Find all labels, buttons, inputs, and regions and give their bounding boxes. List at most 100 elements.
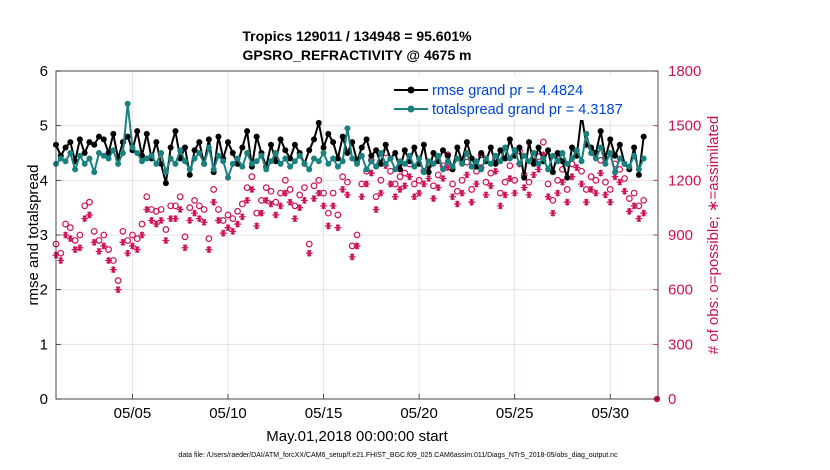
rmse-point (478, 150, 485, 156)
rmse-point (315, 119, 322, 126)
totalspread-point (225, 174, 231, 181)
totalspread-point (530, 150, 537, 156)
totalspread-point (100, 152, 107, 159)
possible-point (229, 215, 237, 223)
possible-point (248, 173, 256, 181)
assimilated-point (119, 238, 127, 246)
totalspread-point (569, 155, 575, 162)
rmse-point (143, 130, 150, 137)
totalspread-point (182, 158, 188, 165)
assimilated-point (449, 193, 456, 201)
assimilated-point (95, 248, 103, 255)
rmse-point (535, 144, 542, 151)
assimilated-point (444, 164, 452, 171)
assimilated-point (520, 184, 528, 192)
possible-point (119, 227, 127, 235)
totalspread-point (573, 147, 580, 154)
rmse-point (339, 133, 346, 140)
totalspread-point (153, 160, 160, 167)
rmse-point (325, 130, 332, 137)
possible-point (453, 187, 461, 195)
assimilated-point (363, 180, 370, 188)
totalspread-point (406, 152, 413, 159)
totalspread-point (483, 155, 489, 162)
possible-point (468, 186, 476, 193)
possible-point (205, 235, 213, 243)
totalspread-point (387, 155, 394, 162)
possible-point (57, 249, 65, 257)
totalspread-point (502, 144, 509, 151)
rmse-point (153, 139, 160, 146)
y-right-axis-ticks: 0 300 600 900 1200 1500 1800 (653, 63, 701, 408)
totalspread-point (473, 158, 480, 165)
assimilated-point (224, 224, 232, 232)
assimilated-point (157, 217, 165, 224)
assimilated-point (640, 209, 648, 217)
assimilated-point (234, 220, 241, 228)
totalspread-point (110, 147, 117, 154)
assimilated-point (525, 191, 533, 199)
possible-point (157, 206, 165, 213)
possible-point (133, 235, 141, 243)
assimilated-point (172, 215, 179, 222)
rmse-point (640, 133, 647, 140)
possible-point (124, 237, 132, 244)
assimilated-point (501, 191, 509, 199)
assimilated-point (86, 211, 93, 219)
totalspread-point (62, 158, 69, 165)
rmse-point (81, 150, 88, 156)
totalspread-point (91, 169, 98, 176)
assimilated-point (573, 164, 581, 171)
possible-point (344, 178, 351, 186)
totalspread-point (607, 150, 614, 156)
possible-point (186, 204, 194, 212)
assimilated-point (396, 186, 404, 193)
rmse-point (373, 147, 380, 154)
totalspread-point (229, 160, 236, 167)
plot-frame (55, 70, 659, 400)
assimilated-point (358, 193, 366, 201)
y-left-axis-ticks: 0 1 2 3 4 5 6 (40, 63, 61, 408)
y-right-tick-label: 300 (668, 336, 693, 353)
possible-point (90, 227, 98, 235)
assimilated-point (305, 249, 313, 257)
legend-box (392, 76, 654, 120)
rmse-point (425, 169, 432, 176)
assimilated-point (267, 200, 275, 208)
assimilated-point (291, 215, 299, 222)
possible-point (66, 224, 74, 232)
possible-point (434, 171, 442, 179)
possible-point (487, 169, 495, 177)
assimilated-point (238, 213, 246, 221)
possible-point (296, 191, 304, 199)
rmse-point (440, 147, 446, 154)
rmse-point (330, 139, 337, 146)
data-file-footnote: data file: /Users/raeder/DAI/ATM_forcXX/… (178, 452, 618, 459)
totalspread-point (105, 155, 112, 162)
assimilated-point (463, 171, 471, 179)
possible-point (262, 184, 270, 192)
rmse-point (397, 166, 403, 173)
rmse-point (607, 136, 614, 143)
totalspread-point (368, 158, 375, 165)
assimilated-point (587, 186, 595, 193)
totalspread-point (626, 163, 633, 170)
x-tick-label: 05/20 (400, 405, 438, 422)
possible-point (62, 220, 69, 228)
assimilated-point (597, 169, 605, 177)
assimilated-point (62, 231, 69, 239)
rmse-point (306, 147, 313, 154)
possible-point (482, 178, 490, 186)
rmse-point (91, 141, 98, 148)
totalspread-point (220, 158, 227, 165)
assimilated-point (129, 242, 136, 250)
totalspread-point (177, 147, 184, 154)
possible-point (291, 202, 299, 210)
totalspread-point (468, 163, 475, 170)
assimilated-point (606, 198, 614, 206)
totalspread-point (397, 158, 403, 165)
rmse-point (167, 144, 174, 151)
rmse-point (291, 141, 298, 148)
rmse-point (559, 158, 566, 165)
totalspread-point (239, 163, 246, 170)
